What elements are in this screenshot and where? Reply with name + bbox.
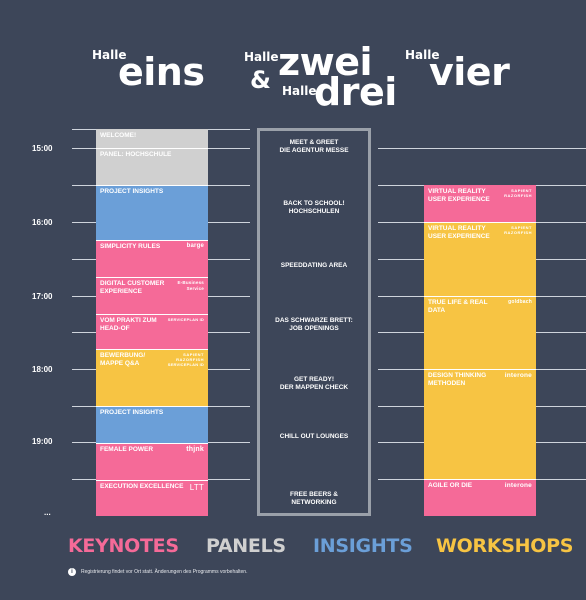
ltt-logo: LTT <box>189 483 204 492</box>
hall-drei-name: drei <box>314 70 397 114</box>
time-label: 16:00 <box>32 218 53 227</box>
serviceplan-logo: SERVICEPLAN ID <box>167 317 204 322</box>
session-project-insights-2[interactable]: PROJECT INSIGHTS <box>96 406 208 443</box>
session-label: DIGITAL CUSTOMER EXPERIENCE <box>100 280 165 296</box>
session-divider <box>424 369 536 370</box>
hall-zwei-prefix: Halle <box>244 50 279 64</box>
hall-zwei-name: zwei <box>278 40 373 84</box>
hall-eins-prefix: Halle <box>92 48 127 62</box>
session-label: PROJECT INSIGHTS <box>100 188 164 195</box>
time-label: ... <box>44 508 51 517</box>
session-welcome[interactable]: WELCOME! <box>96 129 208 148</box>
session-label: AGILE OR DIE <box>428 482 473 489</box>
session-female-power[interactable]: FEMALE POWER thjnk <box>96 443 208 480</box>
session-divider <box>96 443 208 444</box>
session-execution-excellence[interactable]: EXECUTION EXCELLENCE LTT <box>96 480 208 516</box>
hall-vier-name: vier <box>429 50 510 94</box>
middle-session-free-beers[interactable]: FREE BEERS & NETWORKING <box>289 491 339 507</box>
session-label: VOM PRAKTI ZUM HEAD-OF <box>100 317 157 333</box>
session-label: PANEL: HOCHSCHULE <box>100 151 172 158</box>
sapient-razorfish-logo: SAPIENT RAZORFISH <box>504 188 532 198</box>
session-panel-hochschule[interactable]: PANEL: HOCHSCHULE <box>96 148 208 185</box>
session-digital-customer-experience[interactable]: DIGITAL CUSTOMER EXPERIENCE E-Business S… <box>96 277 208 314</box>
session-vr-ux-1[interactable]: VIRTUAL REALITY USER EXPERIENCE SAPIENT … <box>424 185 536 222</box>
footnote: i Registrierung findet vor Ort statt. Än… <box>68 568 247 576</box>
session-label: VIRTUAL REALITY USER EXPERIENCE <box>428 225 490 241</box>
time-label: 17:00 <box>32 292 53 301</box>
sapient-razorfish-logo: SAPIENT RAZORFISH <box>504 225 532 235</box>
barge-logo: barge <box>186 243 204 249</box>
ebusiness-logo: E-Business Service <box>177 280 204 291</box>
hall-drei-prefix: Halle <box>282 84 317 98</box>
session-divider <box>424 296 536 297</box>
session-label: FEMALE POWER <box>100 446 154 453</box>
session-label: DESIGN THINKING METHODEN <box>428 372 487 388</box>
session-divider <box>96 185 208 186</box>
info-icon: i <box>68 568 76 576</box>
session-label: VIRTUAL REALITY USER EXPERIENCE <box>428 188 490 204</box>
session-simplicity-rules[interactable]: SIMPLICITY RULES barge <box>96 240 208 277</box>
session-divider <box>96 277 208 278</box>
session-divider <box>96 240 208 241</box>
session-agile-or-die[interactable]: AGILE OR DIE interone <box>424 479 536 516</box>
middle-session-chill-out[interactable]: CHILL OUT LOUNGES <box>279 433 349 440</box>
time-label: 18:00 <box>32 365 53 374</box>
session-vom-prakti[interactable]: VOM PRAKTI ZUM HEAD-OF SERVICEPLAN ID <box>96 314 208 349</box>
session-label: TRUE LIFE & REAL DATA <box>428 299 488 315</box>
legend-insights: INSIGHTS <box>313 535 413 557</box>
session-label: SIMPLICITY RULES <box>100 243 161 250</box>
session-label: WELCOME! <box>100 132 137 139</box>
legend-panels: PANELS <box>206 535 286 557</box>
legend-workshops: WORKSHOPS <box>436 535 574 557</box>
grid-line <box>378 148 586 149</box>
session-divider <box>96 314 208 315</box>
hall-vier-prefix: Halle <box>405 48 440 62</box>
session-bewerbung-mappe[interactable]: BEWERBUNG/ MAPPE Q&A SAPIENT RAZORFISH S… <box>96 349 208 406</box>
footnote-text: Registrierung findet vor Ort statt. Ände… <box>81 569 248 575</box>
interone-logo: interone <box>504 482 532 489</box>
time-label: 19:00 <box>32 437 53 446</box>
session-divider <box>96 480 208 481</box>
halle-zwei-drei-box <box>257 128 371 516</box>
middle-session-schwarze-brett[interactable]: DAS SCHWARZE BRETT: JOB OPENINGS <box>275 317 353 333</box>
legend-keynotes: KEYNOTES <box>68 535 179 557</box>
session-design-thinking[interactable]: DESIGN THINKING METHODEN interone <box>424 369 536 479</box>
session-true-life-real-data[interactable]: TRUE LIFE & REAL DATA goldbach <box>424 296 536 369</box>
middle-session-speeddating[interactable]: SPEEDDATING AREA <box>280 262 348 269</box>
session-divider <box>96 148 208 149</box>
sapient-razorfish-logo: SAPIENT RAZORFISH <box>176 352 204 362</box>
session-divider <box>424 222 536 223</box>
time-label: 15:00 <box>32 144 53 153</box>
session-label: PROJECT INSIGHTS <box>100 409 164 416</box>
session-divider <box>424 479 536 480</box>
hall-eins-name: eins <box>118 50 205 94</box>
middle-session-back-to-school[interactable]: BACK TO SCHOOL! HOCHSCHULEN <box>283 200 345 216</box>
thjnk-logo: thjnk <box>186 446 204 453</box>
session-vr-ux-2[interactable]: VIRTUAL REALITY USER EXPERIENCE SAPIENT … <box>424 222 536 296</box>
goldbach-logo: goldbach <box>508 299 532 305</box>
session-project-insights-1[interactable]: PROJECT INSIGHTS <box>96 185 208 240</box>
middle-session-get-ready[interactable]: GET READY! DER MAPPEN CHECK <box>279 376 349 392</box>
interone-logo: interone <box>504 372 532 379</box>
session-label: BEWERBUNG/ MAPPE Q&A <box>100 352 146 368</box>
hall-ampersand: & <box>250 66 271 94</box>
middle-session-meet-greet[interactable]: MEET & GREET DIE AGENTUR MESSE <box>279 139 349 155</box>
session-divider <box>96 349 208 350</box>
serviceplan-logo: SERVICEPLAN ID <box>167 362 204 367</box>
session-divider <box>96 406 208 407</box>
session-label: EXECUTION EXCELLENCE <box>100 483 184 490</box>
